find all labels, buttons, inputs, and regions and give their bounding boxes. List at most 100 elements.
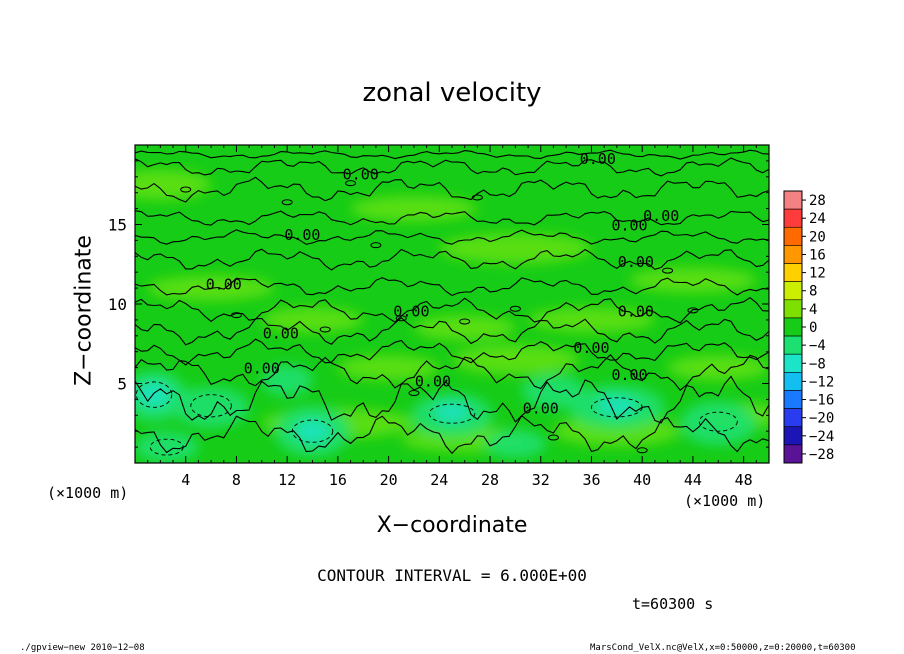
contour-label: 0.00 — [206, 275, 242, 293]
cool-anomaly — [484, 429, 546, 459]
x-unit-label-left: (×1000 m) — [47, 484, 129, 502]
contour-line — [135, 248, 769, 271]
colorbar-label: −8 — [809, 356, 826, 372]
field-anomalies — [135, 169, 769, 463]
negative-contour — [190, 394, 232, 418]
cool-core — [596, 396, 638, 416]
x-tick-label: 36 — [582, 471, 600, 489]
y-tick-label: 10 — [108, 295, 127, 314]
colorbar-cell — [783, 390, 803, 409]
contour-islet — [471, 194, 483, 201]
contour-label: 0.00 — [643, 207, 679, 225]
contour-line — [135, 229, 769, 245]
contour-islet — [395, 315, 407, 322]
contour-line — [135, 277, 769, 297]
x-tick-label: 8 — [232, 471, 241, 489]
contour-islet — [509, 305, 521, 312]
contour-line — [135, 354, 769, 391]
colorbar-label: −20 — [809, 411, 834, 427]
colorbar-cell — [783, 190, 803, 210]
contour-label: 0.00 — [343, 166, 379, 184]
colorbar-label: 12 — [809, 266, 826, 282]
contour-islet — [662, 267, 674, 274]
contour-islet — [230, 312, 242, 319]
contour-label: 0.00 — [415, 372, 451, 390]
contour-islet — [370, 242, 382, 249]
contour-label: 0.00 — [573, 339, 609, 357]
x-tick-label: 28 — [481, 471, 499, 489]
colorbar-cell — [783, 353, 803, 373]
contour-islet — [459, 318, 471, 325]
colorbar-cell — [783, 426, 803, 446]
negative-contour — [428, 403, 476, 424]
contour-islet — [636, 447, 648, 454]
footer-left: ./gpview−new 2010−12−08 — [20, 643, 145, 653]
x-axis-label: X−coordinate — [376, 513, 528, 538]
contour-label: 0.00 — [611, 366, 647, 384]
contour-lines — [135, 149, 769, 456]
contour-islet — [408, 390, 420, 397]
contour-label: 0.00 — [611, 217, 647, 235]
colorbar: 28 24 20 16 12 8 4 0 −4 −8 −12 −16 −20 −24 −28 — [783, 190, 834, 464]
colorbar-cell — [783, 226, 803, 246]
contour-line — [135, 414, 769, 455]
contour-label: 0.00 — [523, 399, 559, 417]
colorbar-label: 16 — [809, 247, 826, 263]
footer-right: MarsCond_VelX.nc@VelX,x=0:50000,z=0:2000… — [590, 643, 856, 653]
colorbar-cell — [783, 408, 803, 428]
colorbar-label: 4 — [809, 302, 817, 318]
negative-contour — [135, 381, 173, 408]
warm-anomaly — [667, 354, 769, 381]
y-axis-label: Z−coordinate — [71, 235, 97, 386]
colorbar-cell — [783, 317, 803, 337]
colorbar-cell — [783, 299, 803, 319]
colorbar-label: 28 — [809, 193, 826, 209]
warm-anomaly — [439, 233, 592, 264]
colorbar-cell — [783, 335, 803, 355]
contour-label: 0.00 — [618, 302, 654, 320]
colorbar-cell — [783, 372, 803, 391]
colorbar-label: −4 — [809, 338, 826, 354]
colorbar-label: −12 — [809, 374, 834, 390]
colorbar-label: 24 — [809, 211, 826, 227]
x-tick-label: 12 — [278, 471, 296, 489]
y-tick-label: 15 — [108, 216, 127, 235]
negative-contour — [149, 438, 184, 456]
contour-label: 0.00 — [580, 150, 616, 168]
x-tick-label: 24 — [430, 471, 448, 489]
colorbar-cell — [783, 263, 803, 282]
cool-anomaly — [173, 386, 250, 429]
x-tick-label: 44 — [684, 471, 702, 489]
x-tick-label: 32 — [532, 471, 550, 489]
colorbar-label: 8 — [809, 284, 817, 300]
contour-labels: 0.000.000.000.000.000.000.000.00 0.000.00… — [206, 150, 680, 418]
warm-anomaly — [337, 354, 440, 381]
contour-islet — [687, 307, 699, 314]
contour-islet — [319, 326, 331, 333]
y-tick-label: 5 — [117, 375, 127, 394]
colorbar-cell — [783, 208, 803, 228]
warm-anomaly — [629, 267, 757, 293]
warm-anomaly — [452, 344, 579, 375]
contour-islet — [345, 180, 357, 187]
contour-line — [135, 176, 769, 203]
contour-label: 0.00 — [284, 226, 320, 244]
cool-core — [434, 402, 470, 422]
colorbar-label: 20 — [809, 229, 826, 245]
x-tick-label: 16 — [329, 471, 347, 489]
colorbar-cell — [783, 444, 803, 464]
x-unit-label-right: (×1000 m) — [684, 492, 766, 510]
x-tick-label: 4 — [181, 471, 190, 489]
colorbar-cell — [783, 281, 803, 301]
contour-line — [135, 210, 769, 226]
contour-line — [135, 316, 769, 346]
colorbar-label: 0 — [809, 320, 817, 336]
colorbar-label: −28 — [809, 447, 834, 463]
warm-anomaly — [135, 169, 212, 201]
colorbar-label: −24 — [809, 429, 834, 445]
contour-interval-text: CONTOUR INTERVAL = 6.000E+00 — [317, 566, 587, 585]
negative-contour — [291, 419, 334, 443]
x-tick-label: 20 — [380, 471, 398, 489]
contour-line — [135, 338, 769, 366]
